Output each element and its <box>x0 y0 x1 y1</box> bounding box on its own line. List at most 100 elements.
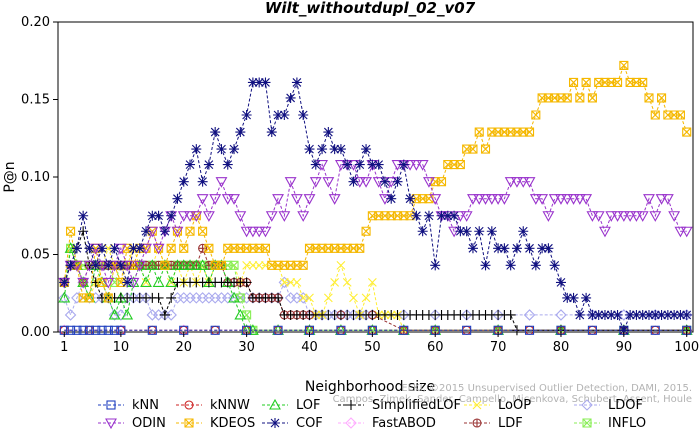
data-point-cof <box>662 309 673 320</box>
data-point-kdeos <box>581 77 591 87</box>
plot-frame <box>57 21 694 333</box>
data-point-cof <box>423 210 434 221</box>
data-point-knn <box>84 325 94 335</box>
data-point-odin <box>234 211 247 222</box>
legend-item-cof: COF <box>262 416 323 431</box>
data-point-odin <box>492 194 505 205</box>
data-point-kdeos <box>531 110 541 120</box>
data-point-knn <box>103 325 113 335</box>
data-point-ldof <box>555 309 567 321</box>
watermark-line-1: ELKI, ©2015 Unsupervised Outlier Detecti… <box>401 383 692 394</box>
data-point-kdeos <box>675 110 685 120</box>
data-point-odin <box>77 277 90 289</box>
data-point-inflo <box>235 293 245 303</box>
data-point-cof <box>298 110 309 120</box>
legend-label-kdeos: KDEOS <box>210 416 255 431</box>
data-point-cof <box>84 243 95 254</box>
legend-label-ldf: LDF <box>498 416 523 431</box>
data-point-cof <box>669 309 680 320</box>
data-point-loop <box>141 278 151 287</box>
plot-area <box>57 21 694 333</box>
data-point-cof <box>599 309 610 320</box>
data-point-cof <box>97 243 108 254</box>
data-point-cof <box>505 260 516 271</box>
data-point-lof <box>152 276 165 287</box>
data-point-kdeos <box>66 226 76 236</box>
legend-marker-knn <box>106 400 116 410</box>
data-point-odin <box>536 194 549 205</box>
data-point-lof <box>184 259 196 270</box>
data-point-ldof <box>278 276 291 289</box>
watermark-line-2: Campos, Zimek, Sander, Campello, Micenko… <box>333 394 692 405</box>
y-tick-label: 0.00 <box>21 325 50 340</box>
data-point-cof <box>266 127 277 138</box>
legend-marker-ldf <box>472 418 482 428</box>
data-point-odin <box>284 177 297 188</box>
data-point-cof <box>291 77 302 88</box>
data-point-cof <box>342 159 353 170</box>
data-point-odin <box>473 194 486 205</box>
data-point-cof <box>681 309 692 320</box>
data-point-odin <box>240 226 253 238</box>
data-point-cof <box>549 260 560 271</box>
data-point-simplifiedlof <box>273 292 284 303</box>
data-point-knn <box>273 325 283 335</box>
data-point-kdeos <box>103 293 113 303</box>
legend-marker-loop <box>472 400 482 410</box>
data-point-odin <box>309 177 322 188</box>
data-point-cof <box>128 243 139 254</box>
legend-item-loop: LoOP <box>464 398 531 413</box>
data-point-cof <box>361 144 372 155</box>
data-point-cof <box>392 176 403 187</box>
series-layer <box>58 60 693 337</box>
x-tick-label: 100 <box>674 340 699 355</box>
data-point-kdeos <box>166 243 176 253</box>
legend-item-knnw: kNNW <box>176 398 250 413</box>
legend-marker-lof <box>269 398 281 410</box>
data-point-cof <box>499 243 510 254</box>
data-point-cof <box>185 159 196 170</box>
data-point-lof <box>58 291 71 303</box>
data-point-cof <box>273 110 284 120</box>
data-point-cof <box>373 159 384 170</box>
data-point-ldof <box>618 309 630 321</box>
data-point-lof <box>171 259 184 270</box>
data-point-odin <box>661 194 674 205</box>
legend-label-inflo: INFLO <box>608 416 646 431</box>
legend-marker-simplifiedlof <box>346 400 356 410</box>
data-point-lof <box>190 259 203 270</box>
data-point-odin <box>523 177 536 188</box>
data-point-cof <box>493 243 504 254</box>
data-point-odin <box>423 177 435 188</box>
data-point-kdeos <box>198 226 208 236</box>
data-point-odin <box>196 194 209 205</box>
data-point-kdeos <box>619 60 629 70</box>
data-point-cof <box>115 260 126 271</box>
data-point-simplifiedlof <box>153 292 164 303</box>
x-tick-label: 20 <box>175 340 192 355</box>
data-point-odin <box>674 226 687 238</box>
data-point-odin <box>668 211 681 222</box>
data-point-odin <box>272 194 284 205</box>
data-point-cof <box>310 159 321 170</box>
data-point-kdeos <box>568 77 579 87</box>
data-point-cof <box>285 92 296 103</box>
data-point-knn <box>110 325 120 335</box>
data-point-cof <box>216 144 227 155</box>
data-point-cof <box>637 309 648 320</box>
data-point-odin <box>555 194 567 205</box>
x-axis-label: Neighborhood size <box>305 379 435 395</box>
data-point-cof <box>103 260 114 271</box>
data-point-odin <box>586 211 599 222</box>
legend-item-lof: LOF <box>262 398 321 413</box>
data-point-cof <box>90 260 101 271</box>
data-point-loop <box>330 278 340 287</box>
data-point-cof <box>147 210 158 221</box>
data-point-loop <box>342 278 352 287</box>
data-point-ldof <box>71 292 83 304</box>
data-point-odin <box>202 211 215 222</box>
data-point-cof <box>562 292 573 303</box>
data-point-cof <box>222 159 233 170</box>
data-point-lof <box>146 259 159 270</box>
data-point-kdeos <box>474 127 484 137</box>
